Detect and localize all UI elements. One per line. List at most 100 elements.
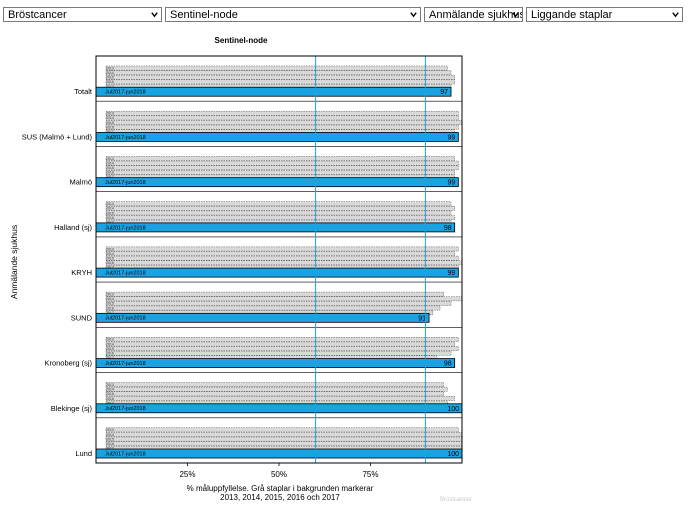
history-bar bbox=[105, 341, 455, 347]
cancer-type-dropdown[interactable]: Bröstcancer bbox=[3, 7, 162, 22]
history-bar bbox=[105, 382, 444, 388]
data-label: 91 bbox=[418, 315, 426, 322]
history-year-label: 2016 bbox=[106, 171, 114, 175]
x-axis-label-line-1: % måluppfyllelse. Grå staplar i bakgrund… bbox=[187, 484, 374, 493]
history-year-label: 2013 bbox=[106, 202, 114, 206]
x-tick-label: 50% bbox=[271, 470, 287, 479]
current-bar bbox=[95, 312, 430, 323]
history-bar bbox=[105, 129, 455, 135]
chart-type-dropdown[interactable]: Liggande staplar bbox=[526, 7, 683, 22]
history-bar bbox=[105, 115, 459, 121]
current-bar bbox=[95, 403, 463, 414]
chart-title: Sentinel-node bbox=[215, 36, 268, 45]
history-bar bbox=[105, 350, 452, 356]
current-bar bbox=[95, 358, 456, 368]
history-year-label: 2014 bbox=[106, 161, 114, 165]
history-year-label: 2017 bbox=[106, 130, 114, 134]
history-bar bbox=[105, 396, 455, 401]
history-year-label: 2015 bbox=[106, 302, 114, 306]
period-label: Jul2017-jun2018 bbox=[105, 316, 146, 322]
history-bar bbox=[105, 255, 459, 261]
history-year-label: 2016 bbox=[106, 80, 114, 84]
data-label: 98 bbox=[444, 361, 452, 368]
history-bar bbox=[105, 174, 455, 180]
history-bar bbox=[105, 246, 459, 252]
history-bar bbox=[105, 65, 448, 71]
history-bar bbox=[105, 291, 444, 297]
data-label: 100 bbox=[447, 451, 459, 458]
history-bar bbox=[105, 219, 452, 225]
category-label: Blekinge (sj) bbox=[51, 404, 93, 413]
history-bar bbox=[105, 251, 455, 256]
history-bar bbox=[105, 70, 452, 76]
period-label: Jul2017-jun2018 bbox=[105, 451, 146, 457]
history-year-label: 2016 bbox=[106, 306, 114, 310]
history-bar bbox=[105, 337, 459, 342]
category-label: Lund bbox=[75, 449, 92, 458]
history-bar bbox=[105, 301, 452, 306]
history-bar bbox=[105, 386, 448, 392]
history-year-label: 2015 bbox=[106, 392, 114, 396]
period-label: Jul2017-jun2018 bbox=[105, 180, 146, 186]
watermark: Bröstcancer bbox=[440, 497, 472, 503]
data-label: 98 bbox=[444, 225, 452, 232]
history-year-label: 2015 bbox=[106, 166, 114, 170]
cancer-type-value: Bröstcancer bbox=[8, 9, 67, 21]
history-bar bbox=[105, 215, 455, 220]
history-year-label: 2016 bbox=[106, 216, 114, 220]
history-bar bbox=[105, 84, 452, 89]
history-bar bbox=[105, 210, 452, 216]
category-label: KRYH bbox=[71, 268, 92, 277]
data-label: 100 bbox=[447, 406, 459, 413]
history-year-label: 2015 bbox=[106, 256, 114, 260]
data-label: 99 bbox=[448, 134, 456, 141]
history-bar bbox=[105, 260, 463, 266]
history-year-label: 2013 bbox=[106, 66, 114, 70]
history-year-label: 2014 bbox=[106, 71, 114, 75]
chevron-down-icon bbox=[512, 12, 519, 18]
history-year-label: 2017 bbox=[106, 311, 114, 315]
history-year-label: 2016 bbox=[106, 261, 114, 265]
history-year-label: 2015 bbox=[106, 121, 114, 125]
history-year-label: 2017 bbox=[106, 85, 114, 89]
period-label: Jul2017-jun2018 bbox=[105, 361, 146, 367]
history-year-label: 2013 bbox=[106, 247, 114, 251]
chart-type-value: Liggande staplar bbox=[531, 9, 613, 21]
history-year-label: 2013 bbox=[106, 112, 114, 116]
indicator-dropdown[interactable]: Sentinel-node bbox=[165, 7, 421, 22]
current-bar bbox=[95, 448, 463, 459]
history-year-label: 2014 bbox=[106, 297, 114, 301]
history-year-label: 2014 bbox=[106, 252, 114, 256]
period-label: Jul2017-jun2018 bbox=[105, 406, 146, 412]
current-bar bbox=[95, 86, 452, 97]
current-bar bbox=[95, 222, 456, 233]
category-label: Malmö bbox=[69, 178, 92, 187]
category-label: Totalt bbox=[74, 87, 93, 96]
x-axis-label-line-2: 2013, 2014, 2015, 2016 och 2017 bbox=[220, 493, 340, 502]
data-label: 99 bbox=[448, 180, 456, 187]
history-year-label: 2017 bbox=[106, 356, 114, 360]
indicator-value: Sentinel-node bbox=[170, 9, 238, 21]
history-year-label: 2013 bbox=[106, 293, 114, 297]
history-bar bbox=[105, 169, 455, 175]
history-year-label: 2016 bbox=[106, 125, 114, 129]
history-year-label: 2015 bbox=[106, 211, 114, 215]
category-label: SUS (Malmö + Lund) bbox=[22, 132, 93, 141]
history-bar bbox=[105, 74, 455, 80]
history-bar bbox=[105, 124, 459, 130]
history-bar bbox=[105, 436, 463, 442]
data-label: 99 bbox=[448, 270, 456, 277]
history-bar bbox=[105, 206, 455, 211]
history-year-label: 2013 bbox=[106, 428, 114, 432]
history-year-label: 2014 bbox=[106, 388, 114, 392]
history-bar bbox=[105, 432, 463, 437]
period-label: Jul2017-jun2018 bbox=[105, 271, 146, 277]
history-bar bbox=[105, 427, 459, 433]
history-bar bbox=[105, 346, 459, 351]
grouping-dropdown[interactable]: Anmälande sjukhus bbox=[424, 7, 523, 22]
